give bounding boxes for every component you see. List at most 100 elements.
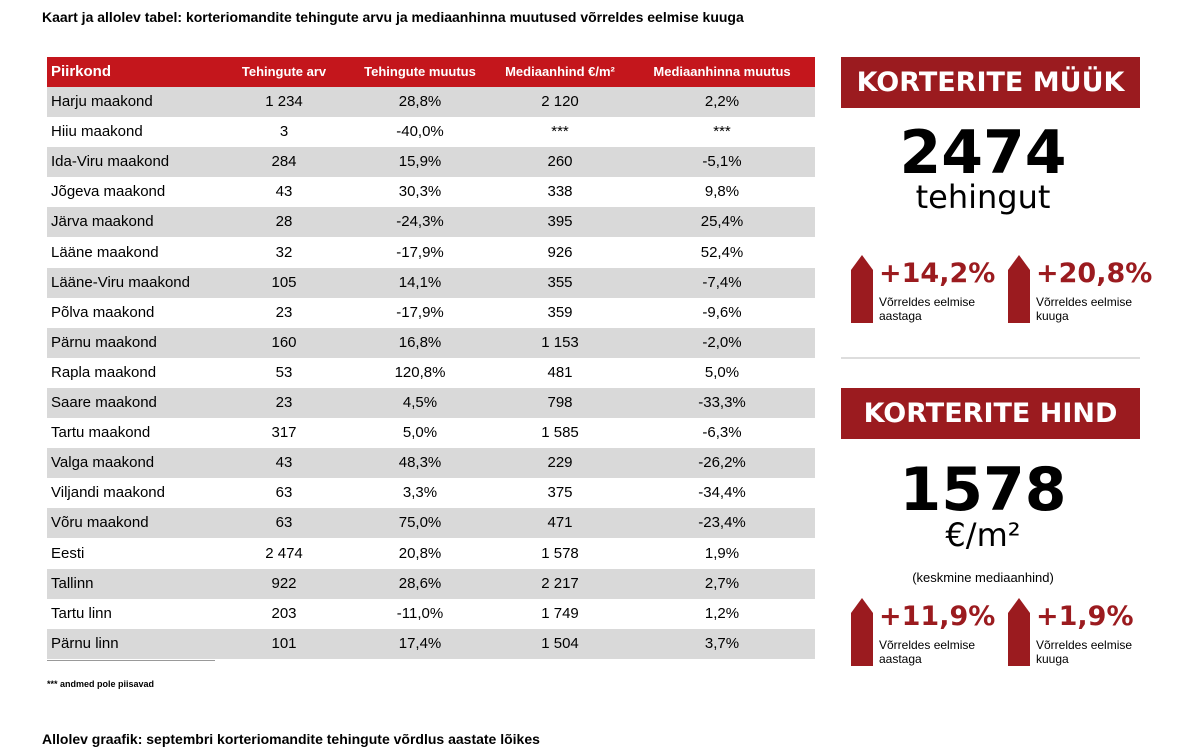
change-value: +11,9% (879, 601, 996, 632)
cell: Tallinn (51, 574, 94, 592)
cell: 14,1% (398, 273, 442, 291)
panel-note: (keskmine mediaanhind) (912, 570, 1054, 585)
cell: 2,7% (704, 574, 740, 592)
cell: -9,6% (702, 303, 742, 321)
cell: 284 (271, 153, 297, 171)
cell: -6,3% (702, 424, 742, 442)
cell: 23 (275, 394, 293, 411)
cell: 3,3% (402, 484, 438, 502)
table-row: Tartu linn 203 -11,0% 1 749 1,2% (47, 599, 815, 629)
change-value: +20,8% (1036, 258, 1153, 289)
table-row: Saare maakond 23 4,5% 798 -33,3% (47, 388, 815, 419)
change-label: Võrreldes eelmise aastaga (879, 638, 976, 666)
cell: 32 (275, 243, 293, 261)
table-row: Viljandi maakond 63 3,3% 375 -34,4% (47, 478, 815, 508)
cell: 20,8% (398, 544, 442, 562)
cell: 1 749 (541, 604, 579, 622)
cell: 9,8% (704, 183, 740, 201)
cell: 338 (547, 183, 573, 201)
table-row: Pärnu linn 101 17,4% 1 504 3,7% (47, 628, 815, 659)
cell: 229 (547, 454, 573, 472)
cell: 1 153 (541, 333, 579, 351)
change-label: Võrreldes eelmise aastaga (879, 295, 976, 323)
panel-value: 1578 (899, 455, 1067, 525)
cell: 359 (547, 303, 573, 321)
cell: 1 585 (541, 424, 579, 442)
cell: 4,5% (402, 394, 438, 411)
cell: Põlva maakond (51, 303, 155, 321)
cell: 53 (275, 363, 293, 381)
cell: -40,0% (396, 123, 444, 141)
cell: 1 578 (541, 544, 579, 562)
cell: 922 (271, 574, 297, 592)
cell: 28,6% (398, 574, 442, 592)
cell: 1,9% (704, 544, 740, 562)
cell: -7,4% (702, 273, 742, 291)
cell: 317 (271, 424, 297, 442)
cell: *** (713, 123, 731, 141)
cell: 28,8% (398, 93, 442, 110)
arrow (1008, 255, 1030, 323)
header-cell: Tehingute arv (241, 64, 327, 79)
cell: Rapla maakond (51, 363, 157, 381)
cell: 2,2% (704, 93, 740, 110)
arrow (851, 598, 873, 666)
table-row: Harju maakond 1 234 28,8% 2 120 2,2% (47, 87, 815, 118)
cell: 101 (271, 634, 297, 652)
cell: -17,9% (396, 303, 444, 321)
table-row: Pärnu maakond 160 16,8% 1 153 -2,0% (47, 327, 815, 358)
cell: Lääne-Viru maakond (51, 273, 190, 291)
panel-unit: tehingut (915, 178, 1051, 216)
cell: Valga maakond (51, 454, 155, 472)
cell: Harju maakond (51, 93, 153, 110)
table-row: Võru maakond 63 75,0% 471 -23,4% (47, 508, 815, 539)
cell: 3,7% (704, 634, 740, 652)
cell: 15,9% (398, 153, 442, 171)
cell: Lääne maakond (51, 243, 159, 261)
cell: -5,1% (702, 153, 742, 171)
cell: Võru maakond (51, 514, 149, 532)
change-label: Võrreldes eelmise kuuga (1036, 295, 1133, 323)
cell: 2 120 (541, 93, 579, 110)
panel-value: 2474 (899, 118, 1067, 188)
table-row: Lääne maakond 32 -17,9% 926 52,4% (47, 238, 815, 268)
arrow (851, 255, 873, 323)
cell: 75,0% (398, 514, 442, 532)
panel-title: KORTERITE MÜÜK (841, 57, 1140, 108)
cell: 63 (275, 514, 293, 532)
arrow-icon (1008, 255, 1030, 323)
cell: 375 (547, 484, 573, 502)
table-row: Tallinn 922 28,6% 2 217 2,7% (47, 568, 815, 599)
header-cell: Tehingute muutus (364, 64, 476, 79)
cell: 1 234 (265, 93, 303, 110)
cell: 120,8% (394, 363, 446, 381)
cell: -33,3% (698, 394, 746, 411)
table-row: Põlva maakond 23 -17,9% 359 -9,6% (47, 298, 815, 328)
cell: Ida-Viru maakond (51, 153, 170, 171)
cell: 2 217 (541, 574, 579, 592)
cell: -34,4% (698, 484, 746, 502)
header-cell: Piirkond (51, 63, 112, 80)
table-row: Jõgeva maakond 43 30,3% 338 9,8% (47, 177, 815, 207)
cell: Tartu linn (51, 604, 112, 622)
table-row: Hiiu maakond 3 -40,0% *** *** (47, 117, 815, 147)
cell: -11,0% (396, 604, 444, 622)
cell: 30,3% (398, 183, 442, 201)
footnote: *** andmed pole piisavad (47, 679, 155, 689)
arrow (1008, 598, 1030, 666)
cell: Jõgeva maakond (51, 183, 166, 201)
cell: -17,9% (396, 243, 444, 261)
arrow-icon (851, 255, 873, 323)
cell: Tartu maakond (51, 424, 151, 442)
cell: 28 (275, 213, 293, 231)
cell: 2 474 (265, 544, 303, 562)
cell: 1 504 (541, 634, 579, 652)
arrow-icon (1008, 598, 1030, 666)
header-cell: Mediaanhind €/m² (505, 64, 615, 79)
table-rule (47, 660, 215, 661)
table-row: Valga maakond 43 48,3% 229 -26,2% (47, 448, 815, 479)
cell: 105 (271, 273, 297, 291)
subtitle: Allolev graafik: septembri korteriomandi… (42, 731, 540, 747)
cell: -24,3% (396, 213, 444, 231)
